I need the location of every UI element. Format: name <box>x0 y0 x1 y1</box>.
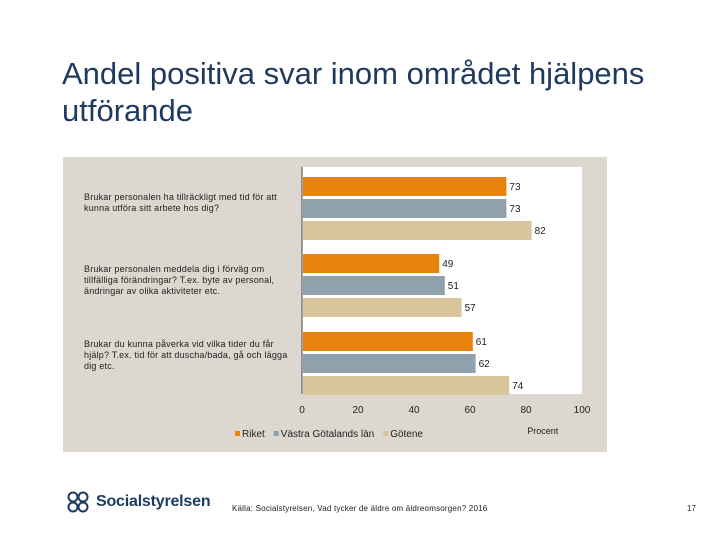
bar <box>303 199 507 218</box>
bar <box>303 221 532 240</box>
bar-chart: 73 73 82 49 51 57 61 62 74 0 20 40 60 80 100 Procent Rik… <box>235 167 591 440</box>
data-label: 51 <box>448 281 460 292</box>
source-note: Källa: Socialstyrelsen, Vad tycker de äl… <box>232 504 488 513</box>
x-axis-label: Procent <box>527 426 559 436</box>
x-tick-label: 40 <box>408 405 420 416</box>
data-label: 62 <box>479 359 491 370</box>
x-tick-label: 100 <box>574 405 591 416</box>
data-label: 49 <box>442 259 454 270</box>
legend-label: Riket <box>242 429 265 440</box>
legend-label: Västra Götalands län <box>281 429 374 440</box>
legend-swatch <box>273 431 279 436</box>
legend-label: Götene <box>390 429 423 440</box>
logo-text: Socialstyrelsen <box>96 493 211 510</box>
data-label: 61 <box>476 337 488 348</box>
chart-panel: Brukar personalen ha tillräckligt med ti… <box>63 157 607 452</box>
bar <box>303 276 445 295</box>
data-label: 82 <box>535 226 547 237</box>
socialstyrelsen-logo-icon <box>67 491 89 513</box>
data-label: 73 <box>509 204 521 215</box>
x-tick-label: 80 <box>520 405 532 416</box>
legend-swatch <box>383 431 389 436</box>
category-label: Brukar personalen meddela dig i förväg o… <box>84 264 275 296</box>
bar <box>303 332 473 351</box>
x-tick-label: 60 <box>464 405 476 416</box>
bar <box>303 298 462 317</box>
logo: Socialstyrelsen <box>64 487 211 517</box>
legend-swatch <box>235 431 240 436</box>
bar <box>303 376 510 395</box>
bar <box>303 354 476 373</box>
category-label: Brukar du kunna påverka vid vilka tider … <box>84 339 288 371</box>
x-tick-label: 0 <box>299 405 305 416</box>
category-label: Brukar personalen ha tillräckligt med ti… <box>84 192 277 213</box>
bar <box>303 254 440 273</box>
bar <box>303 177 507 196</box>
page-title: Andel positiva svar inom området hjälpen… <box>62 56 645 128</box>
data-label: 73 <box>509 182 521 193</box>
data-label: 57 <box>465 303 477 314</box>
data-label: 74 <box>512 381 524 392</box>
page-number: 17 <box>687 504 696 513</box>
x-tick-label: 20 <box>352 405 364 416</box>
